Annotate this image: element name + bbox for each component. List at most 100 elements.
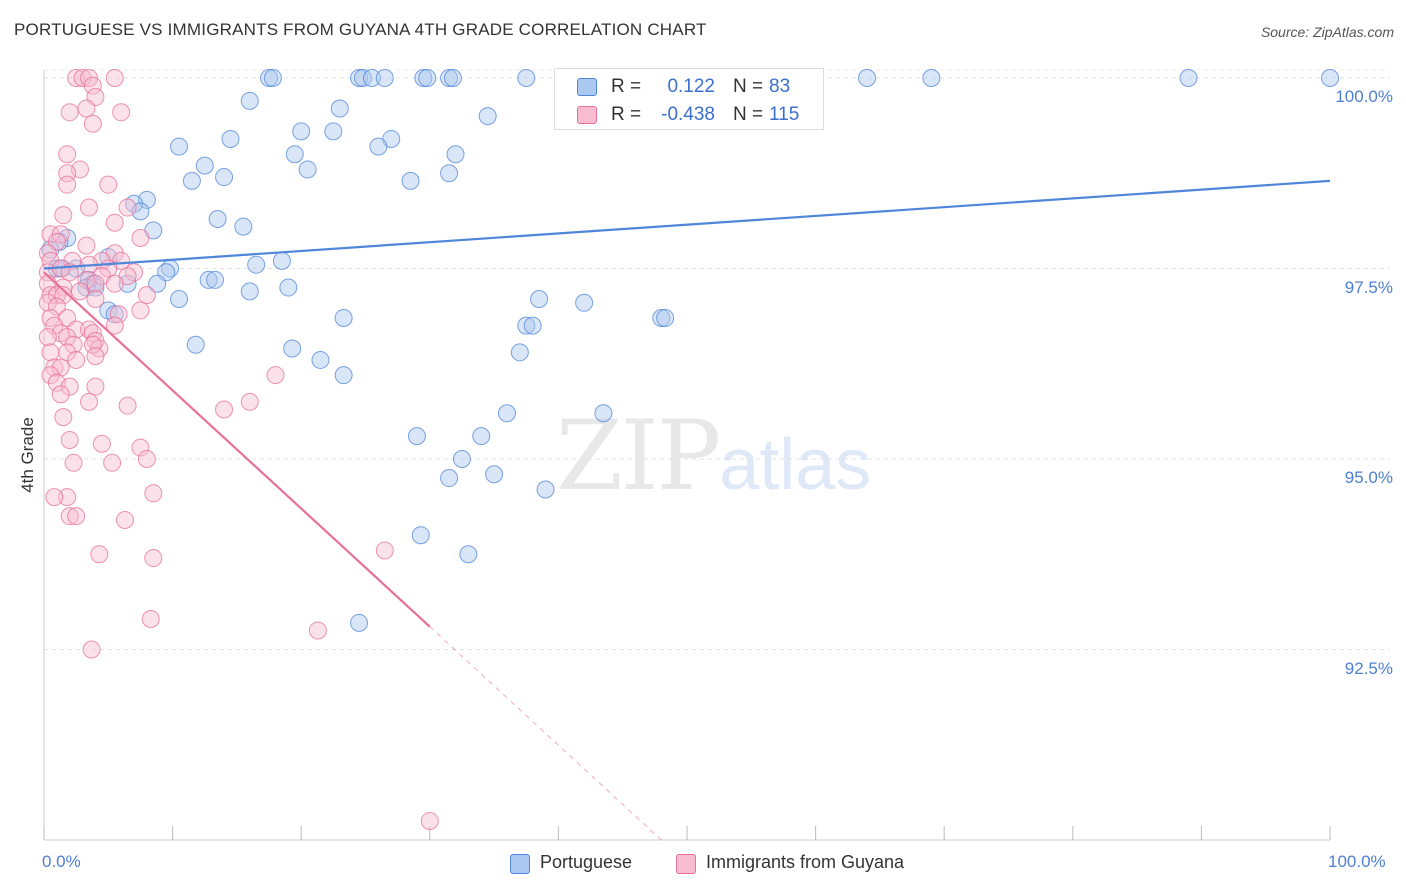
data-point — [272, 251, 291, 270]
data-point — [594, 404, 613, 423]
data-point — [208, 209, 227, 228]
data-point — [83, 114, 102, 133]
data-point — [131, 438, 150, 457]
data-point — [38, 328, 57, 347]
data-point — [118, 396, 137, 415]
data-point — [1321, 69, 1339, 87]
data-point — [148, 274, 167, 293]
data-point — [279, 278, 298, 297]
watermark-zip: ZIP — [556, 400, 721, 512]
data-point — [298, 160, 317, 179]
legend-label: Immigrants from Guyana — [706, 852, 905, 872]
data-point — [472, 427, 491, 446]
n-label: N = — [733, 104, 764, 125]
data-point — [67, 350, 86, 369]
data-point — [199, 270, 218, 289]
data-point — [285, 145, 304, 164]
data-point — [60, 507, 79, 526]
data-point — [41, 366, 60, 385]
axes — [43, 70, 1331, 841]
data-point — [58, 343, 77, 362]
data-point — [83, 76, 102, 95]
data-point — [240, 282, 259, 301]
data-point — [99, 175, 118, 194]
data-point — [45, 316, 64, 335]
data-point — [83, 335, 102, 354]
n-value: 115 — [769, 104, 800, 125]
chart-source: Source: ZipAtlas.com — [1260, 24, 1394, 40]
data-point — [308, 621, 327, 640]
data-point — [401, 171, 420, 190]
data-point — [266, 366, 285, 385]
data-point — [375, 541, 394, 560]
data-point — [206, 270, 225, 289]
data-point — [77, 270, 96, 289]
data-point — [240, 91, 259, 110]
r-value: 0.122 — [667, 76, 715, 97]
data-point — [105, 316, 124, 335]
data-point — [86, 377, 105, 396]
data-point — [170, 137, 189, 156]
data-point — [67, 69, 86, 87]
data-point — [105, 274, 124, 293]
x-tick-label-min: 0.0% — [42, 852, 81, 871]
data-point — [215, 168, 234, 187]
data-point — [353, 69, 372, 87]
data-point — [324, 122, 343, 141]
data-point — [51, 385, 70, 404]
data-point — [86, 347, 105, 366]
stats-legend-row-portuguese: R = 0.122 N = 83 — [555, 72, 823, 100]
r-label: R = — [611, 104, 642, 125]
data-point — [414, 69, 433, 87]
data-point — [407, 427, 426, 446]
trend-line — [43, 179, 1331, 270]
data-point — [54, 286, 73, 305]
data-point — [263, 69, 282, 87]
watermark: ZIPatlas — [556, 400, 871, 512]
stats-legend: R = 0.122 N = 83 R = -0.438 N = 115 — [554, 68, 824, 130]
trend-line — [43, 271, 431, 628]
data-point — [234, 217, 253, 236]
data-point — [420, 811, 439, 830]
data-point — [375, 69, 394, 87]
data-point — [58, 328, 77, 347]
data-point — [51, 358, 70, 377]
data-point — [64, 453, 83, 472]
data-point — [497, 404, 516, 423]
data-point — [334, 366, 353, 385]
data-point — [330, 99, 349, 118]
data-point — [350, 69, 369, 87]
legend-label: Portuguese — [540, 852, 633, 872]
r-label: R = — [611, 76, 642, 97]
data-point — [80, 198, 99, 217]
data-point — [77, 236, 96, 255]
series-portuguese-points — [41, 69, 1339, 632]
data-point — [118, 274, 137, 293]
data-point — [260, 69, 279, 87]
data-point — [58, 175, 77, 194]
data-point — [67, 507, 86, 526]
data-point — [86, 289, 105, 308]
data-point — [82, 640, 101, 659]
data-point — [118, 198, 137, 217]
data-point — [137, 450, 156, 468]
data-point — [440, 469, 459, 488]
data-point — [141, 610, 160, 629]
data-point — [240, 392, 259, 411]
data-point — [80, 392, 99, 411]
data-point — [41, 251, 60, 270]
data-point — [369, 137, 388, 156]
data-point — [38, 293, 57, 312]
data-point — [90, 545, 109, 564]
data-point — [446, 145, 465, 164]
data-point — [47, 297, 66, 316]
n-label: N = — [733, 76, 764, 97]
data-point — [112, 103, 131, 122]
data-point — [58, 488, 77, 507]
y-tick-label: 97.5% — [1344, 277, 1393, 297]
data-point — [60, 103, 79, 122]
trend-line-extension — [429, 626, 662, 841]
data-point — [652, 309, 671, 328]
data-point — [334, 309, 353, 328]
